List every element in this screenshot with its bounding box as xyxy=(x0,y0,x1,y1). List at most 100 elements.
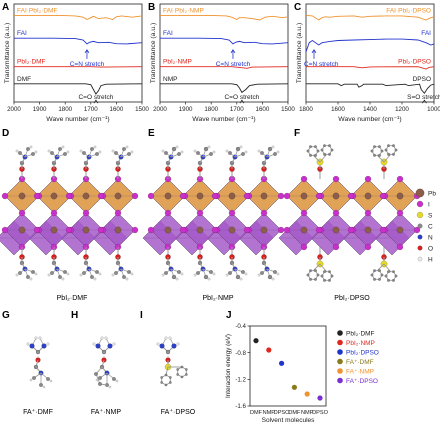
iodine-atom xyxy=(332,209,340,217)
carbon-atom xyxy=(94,270,99,275)
iodine-atom xyxy=(50,209,58,217)
molecule-g xyxy=(26,336,53,389)
carbon-atom xyxy=(267,146,273,152)
hydrogen-atom xyxy=(207,145,211,149)
carbon-atom xyxy=(378,145,382,149)
iodine-atom xyxy=(65,226,73,234)
legend-atom-o xyxy=(417,245,423,251)
series-line-2 xyxy=(160,66,289,69)
iodine-atom xyxy=(147,226,155,234)
hydrogen-atom xyxy=(61,145,65,149)
iodine-atom xyxy=(243,226,251,234)
iodine-atom xyxy=(114,209,122,217)
hydrogen-atom xyxy=(26,342,30,346)
iodine-atom xyxy=(364,243,372,251)
iodine-atom xyxy=(277,192,285,200)
legend-label: FA⁺·DPSO xyxy=(346,378,378,385)
carbon-atom xyxy=(63,151,68,156)
nitrogen-atom xyxy=(41,343,47,349)
x-tick-label: 1400 xyxy=(363,106,377,113)
legend-label: I xyxy=(428,201,430,208)
carbon-atom xyxy=(31,270,36,275)
panel-label-i: I xyxy=(140,310,143,321)
structure-label-h: FA⁺·NMP xyxy=(91,408,121,416)
iodine-atom xyxy=(413,226,421,234)
carbon-atom xyxy=(260,150,265,155)
carbon-atom xyxy=(160,376,164,379)
carbon-atom xyxy=(93,372,98,377)
lead-atom xyxy=(300,192,308,200)
data-point-4 xyxy=(304,391,310,397)
carbon-atom xyxy=(378,277,382,281)
ir-chart-a: 2000 1900 1800 1700 1600 1500 Wave number (cm⁻… xyxy=(4,3,149,123)
plot-frame xyxy=(159,3,289,103)
carbon-atom xyxy=(320,148,324,152)
hydrogen-atom xyxy=(79,273,83,277)
legend-label: PbI₂·DMF xyxy=(346,330,375,337)
carbon-atom xyxy=(168,381,172,384)
iodine-atom xyxy=(179,226,187,234)
nitrogen-atom xyxy=(95,343,101,349)
carbon-atom xyxy=(373,269,377,273)
carbon-atom xyxy=(387,152,391,156)
structure-label-i: FA⁺·DPSO xyxy=(161,408,196,416)
panel-label-d: D xyxy=(2,128,9,139)
hydrogen-atom xyxy=(276,150,280,154)
legend-label: N xyxy=(428,234,433,241)
x-tick-label: 1800 xyxy=(299,106,313,113)
iodine-atom xyxy=(33,226,41,234)
iodine-atom xyxy=(277,226,285,234)
structure-label-g: FA⁺·DMF xyxy=(23,408,53,416)
iodine-atom xyxy=(364,209,372,217)
structure-label-f: PbI₂·DPSO xyxy=(334,295,370,302)
carbon-atom xyxy=(392,270,396,274)
x-tick-label: DPSO xyxy=(274,410,291,416)
series-line-0 xyxy=(160,14,289,21)
iodine-atom xyxy=(211,226,219,234)
series-label: FAI·PbI₂·DPSO xyxy=(386,7,431,14)
plot-frame xyxy=(305,3,435,103)
lead-atom xyxy=(114,192,122,200)
carbon-atom xyxy=(373,153,377,157)
legend-marker-5 xyxy=(337,377,343,384)
carbon-atom xyxy=(58,275,63,280)
x-tick-label: 2000 xyxy=(153,106,167,113)
iodine-atom xyxy=(283,226,291,234)
carbon-atom xyxy=(387,278,391,282)
hydrogen-atom xyxy=(47,273,51,277)
plot-frame xyxy=(13,3,143,103)
data-point-1 xyxy=(266,347,272,353)
legend-marker-4 xyxy=(337,368,343,374)
panel-label-c: C xyxy=(294,2,301,13)
series-label: FAI xyxy=(163,30,173,37)
iodine-atom xyxy=(260,209,268,217)
panel-label-f: F xyxy=(294,128,300,139)
carbon-atom xyxy=(81,271,86,276)
x-tick-label: 2000 xyxy=(7,106,21,113)
carbon-atom xyxy=(267,274,273,280)
series-label: PbI₂·DPSO xyxy=(398,59,431,66)
iodine-atom xyxy=(300,209,308,217)
legend-atom-n xyxy=(417,234,423,240)
carbon-atom xyxy=(180,365,184,369)
carbon-atom xyxy=(273,270,278,275)
bond xyxy=(383,263,392,273)
data-point-3 xyxy=(291,384,297,390)
hydrogen-atom xyxy=(29,277,33,281)
plot-frame xyxy=(249,325,327,407)
iodine-atom xyxy=(164,209,172,217)
hydrogen-atom xyxy=(239,277,243,281)
iodine-atom xyxy=(211,192,219,200)
iodine-atom xyxy=(347,226,355,234)
crystal-structure-e xyxy=(142,145,285,281)
data-point-2 xyxy=(279,360,285,366)
cn-arrow-head xyxy=(230,49,236,54)
hydrogen-atom xyxy=(276,272,280,276)
carbon-atom xyxy=(387,144,391,148)
x-tick-label: DMF xyxy=(288,410,301,416)
ir-chart-b: 2000 1900 1800 1700 1600 1500 Wave number (cm⁻… xyxy=(150,3,295,123)
co-arrow-head xyxy=(93,99,99,104)
hydrogen-atom xyxy=(104,336,108,340)
legend-label: O xyxy=(428,245,433,252)
